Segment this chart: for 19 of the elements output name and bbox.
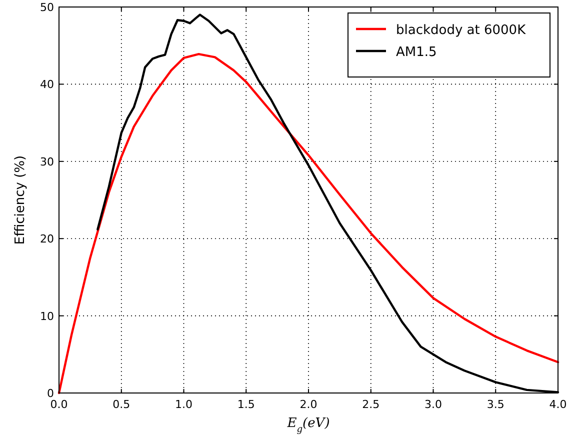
legend-label: blackdody at 6000K [396,23,526,38]
y-tick-label: 50 [40,1,54,14]
x-tick-label: 1.0 [175,398,192,411]
x-tick-label: 3.0 [424,398,442,411]
x-tick-label: 0.5 [112,398,130,411]
x-tick-label: 2.5 [362,398,380,411]
x-tick-label: 0.0 [50,398,68,411]
x-tick-label: 3.5 [486,398,504,411]
legend-label: AM1.5 [396,45,437,60]
x-tick-label: 1.5 [237,398,255,411]
x-tick-label: 4.0 [549,398,567,411]
x-tick-label: 2.0 [300,398,318,411]
x-axis-title: E$_{g}$(eV) [286,416,330,435]
y-tick-label: 0 [47,387,54,400]
y-tick-label: 40 [40,78,54,92]
y-axis-title: Efficiency (%) [13,155,28,245]
y-tick-label: 20 [40,232,54,246]
y-tick-label: 10 [40,310,54,323]
y-tick-label: 30 [40,155,54,168]
